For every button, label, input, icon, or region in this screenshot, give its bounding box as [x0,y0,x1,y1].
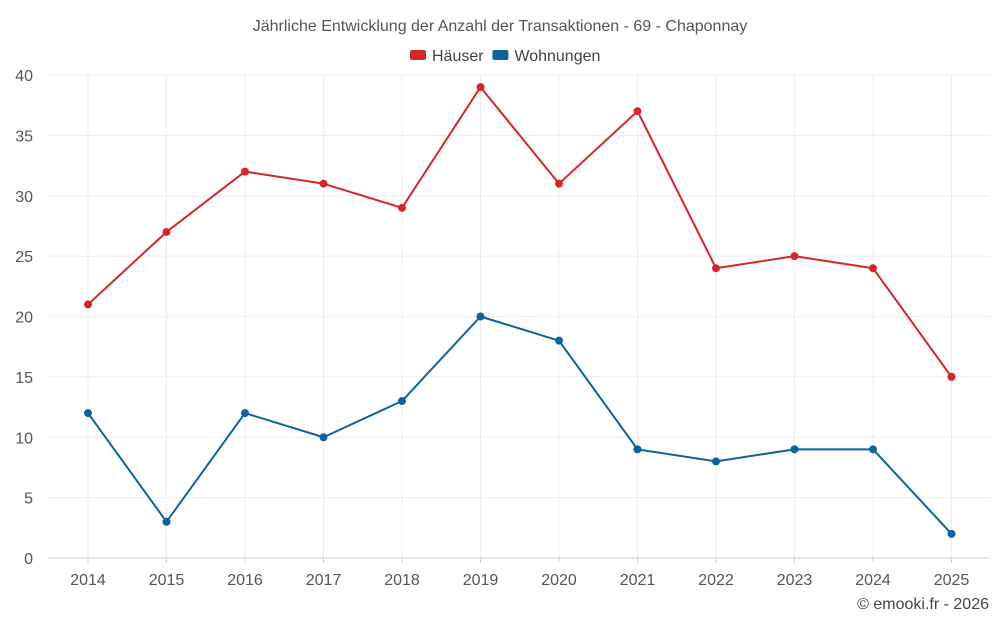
legend-item[interactable]: Wohnungen [492,48,600,65]
series-group [84,83,956,538]
legend-label: Häuser [432,48,484,65]
legend-label: Wohnungen [514,48,600,65]
data-point[interactable] [790,445,799,454]
y-tick-label: 25 [15,249,33,266]
data-point[interactable] [398,397,406,406]
series-Häuser [84,83,956,381]
data-point[interactable] [555,336,563,345]
x-tick-label: 2018 [384,572,420,589]
data-point[interactable] [162,517,171,526]
series-Wohnungen [84,312,956,538]
series-line [87,315,953,535]
grid [48,74,990,558]
data-point[interactable] [241,409,249,418]
x-tick-label: 2020 [541,572,577,589]
data-point[interactable] [869,445,877,454]
y-axis: 0 5 10 15 20 25 30 35 40 [15,68,33,568]
y-tick-label: 0 [24,551,33,568]
data-point[interactable] [162,227,171,236]
legend-swatch [410,50,426,60]
x-tick-label: 2015 [149,572,185,589]
y-tick-label: 10 [15,430,33,447]
x-axis: 2014 2015 2016 2017 2018 2019 2020 2021 2022 2023… [48,557,990,589]
data-point[interactable] [712,264,720,273]
x-tick-label: 2022 [698,572,734,589]
data-point[interactable] [555,179,563,188]
x-tick-label: 2021 [620,572,656,589]
data-point[interactable] [633,107,642,116]
x-tick-label: 2016 [227,572,263,589]
data-point[interactable] [947,529,956,538]
data-point[interactable] [790,252,799,261]
data-point[interactable] [476,83,485,92]
data-point[interactable] [869,264,877,273]
data-point[interactable] [398,203,406,212]
data-point[interactable] [84,409,92,418]
data-point[interactable] [712,457,720,466]
copyright-credit: © emooki.fr - 2026 [857,596,989,613]
legend-item[interactable]: Häuser [410,48,484,65]
x-tick-label: 2017 [306,572,342,589]
x-tick-label: 2024 [855,572,891,589]
y-tick-label: 30 [15,189,33,206]
data-point[interactable] [241,167,249,176]
data-point[interactable] [476,312,485,321]
y-tick-label: 40 [15,68,33,85]
x-tick-label: 2023 [777,572,813,589]
y-tick-label: 15 [15,370,33,387]
y-tick-label: 35 [15,128,33,145]
y-tick-label: 5 [24,491,33,508]
data-point[interactable] [84,300,92,309]
legend: Häuser Wohnungen [410,48,600,65]
x-tick-label: 2014 [70,572,106,589]
data-point[interactable] [319,179,328,188]
x-tick-label: 2019 [463,572,499,589]
chart-title: Jährliche Entwicklung der Anzahl der Tra… [253,18,748,35]
x-tick-label: 2025 [934,572,970,589]
y-tick-label: 20 [15,310,33,327]
legend-swatch [492,50,509,60]
data-point[interactable] [633,445,642,454]
data-point[interactable] [319,433,328,442]
series-line [87,86,953,378]
data-point[interactable] [947,372,956,381]
